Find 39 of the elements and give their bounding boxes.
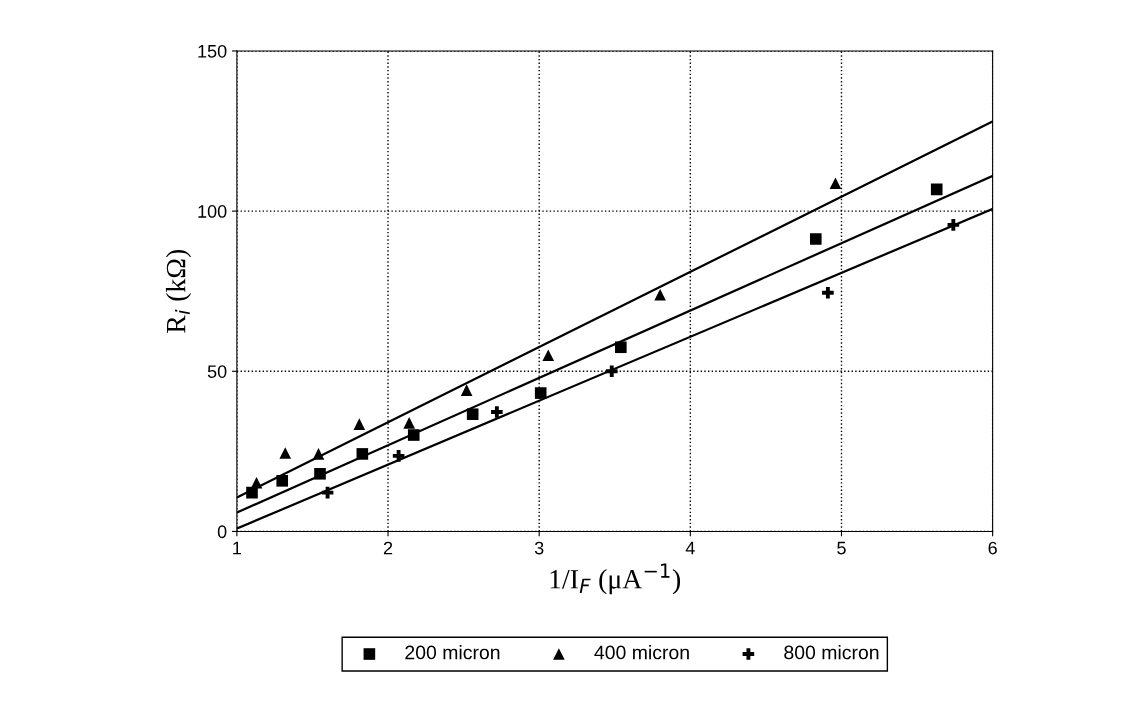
point	[605, 365, 618, 378]
point	[353, 418, 366, 430]
point	[615, 341, 627, 354]
x-axis-title: 1/I$_{F}$ (μA$^{−1}$)	[550, 563, 681, 595]
x-tick-label: 5	[837, 541, 846, 555]
point	[542, 349, 555, 362]
x-tick-label: 1	[233, 541, 242, 555]
point	[403, 417, 415, 429]
point	[356, 448, 369, 460]
point	[392, 450, 405, 462]
point	[947, 219, 960, 231]
x-tick-label: 6	[988, 541, 997, 555]
y-tick-label: 0	[217, 525, 227, 539]
legend-label: 200 micron	[405, 645, 500, 660]
legend-label: 800 micron	[784, 645, 879, 660]
point	[460, 384, 473, 396]
point	[534, 387, 547, 399]
x-tick-label: 4	[685, 541, 695, 555]
x-tick-label: 3	[534, 541, 544, 555]
point	[829, 177, 842, 190]
point	[930, 183, 943, 196]
y-axis-title: R$_{i}$ (kΩ)	[165, 249, 192, 333]
point	[321, 486, 334, 499]
point	[312, 448, 325, 460]
point	[466, 408, 479, 421]
point	[250, 476, 263, 489]
point	[276, 475, 289, 487]
point	[407, 429, 420, 441]
point	[654, 288, 666, 301]
point	[279, 447, 292, 459]
y-tick-label: 100	[198, 205, 227, 218]
legend-label: 400 micron	[594, 645, 689, 660]
point	[314, 467, 326, 480]
point	[491, 406, 503, 418]
y-tick-label: 150	[198, 44, 227, 58]
x-tick-label: 2	[383, 541, 393, 555]
y-tick-label: 50	[207, 365, 227, 378]
point	[822, 286, 834, 299]
point	[809, 233, 822, 245]
